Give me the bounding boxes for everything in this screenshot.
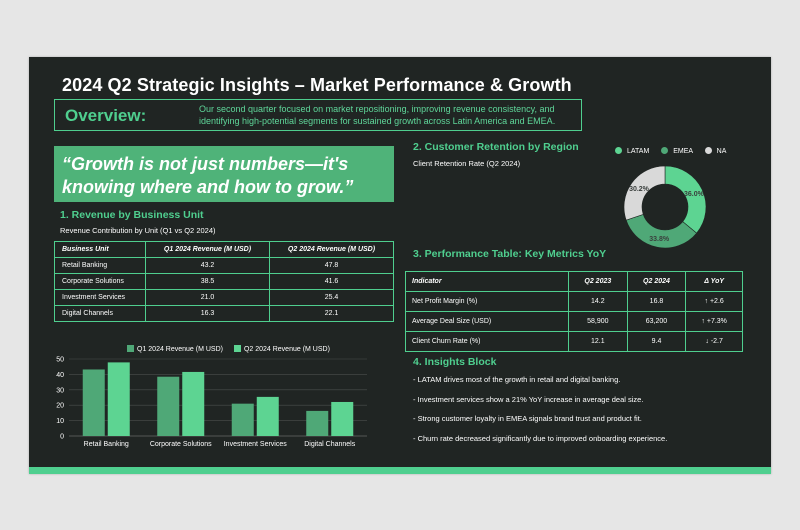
table-header-cell: Q2 2024 (627, 272, 686, 292)
table-cell: 25.4 (270, 290, 394, 306)
table-header-cell: Business Unit (55, 242, 146, 258)
legend-dot-na (705, 147, 712, 154)
table-cell: 14.2 (569, 292, 628, 312)
y-tick-label: 10 (56, 418, 64, 425)
page-title: 2024 Q2 Strategic Insights – Market Perf… (62, 75, 572, 96)
bar (182, 372, 204, 436)
x-tick-label: Digital Channels (304, 441, 355, 448)
bar (331, 402, 353, 436)
revenue-heading: 1. Revenue by Business Unit (60, 209, 204, 221)
list-item: - Strong customer loyalty in EMEA signal… (413, 414, 743, 434)
donut-legend: LATAM EMEA NA (615, 147, 726, 155)
insights-list: - LATAM drives most of the growth in ret… (413, 375, 743, 453)
y-tick-label: 40 (56, 372, 64, 379)
table-row: Digital Channels 16.3 22.1 (55, 306, 394, 322)
table-row: Average Deal Size (USD) 58,900 63,200 ↑ … (406, 312, 743, 332)
retention-subtitle: Client Retention Rate (Q2 2024) (413, 159, 520, 168)
table-cell: Retail Banking (55, 258, 146, 274)
bar-chart-svg: 0 10 20 30 40 50 Retail Banking Corporate Solut… (29, 339, 369, 454)
table-header-cell: Indicator (406, 272, 569, 292)
bar (306, 411, 328, 436)
list-item: - Investment services show a 21% YoY inc… (413, 395, 743, 415)
slice-value-label: 36.0% (684, 191, 705, 198)
table-cell: 43.2 (146, 258, 270, 274)
legend-dot-emea (661, 147, 668, 154)
table-cell: 63,200 (627, 312, 686, 332)
y-tick-label: 50 (56, 357, 64, 364)
table-cell: ↑ +7.3% (686, 312, 743, 332)
bar-chart-legend: Q1 2024 Revenue (M USD) Q2 2024 Revenue … (127, 345, 330, 353)
table-cell: 21.0 (146, 290, 270, 306)
slice-value-label: 33.8% (649, 236, 670, 243)
bar (108, 362, 130, 436)
retention-heading: 2. Customer Retention by Region (413, 141, 579, 153)
bar (157, 377, 179, 436)
performance-table: Indicator Q2 2023 Q2 2024 Δ YoY Net Prof… (405, 271, 743, 352)
table-cell: 47.8 (270, 258, 394, 274)
performance-heading: 3. Performance Table: Key Metrics YoY (413, 248, 606, 260)
overview-box: Overview: Our second quarter focused on … (54, 99, 582, 131)
table-cell: Digital Channels (55, 306, 146, 322)
table-row: Investment Services 21.0 25.4 (55, 290, 394, 306)
list-item: - LATAM drives most of the growth in ret… (413, 375, 743, 395)
table-cell: Investment Services (55, 290, 146, 306)
y-tick-label: 30 (56, 387, 64, 394)
donut-slice (665, 166, 706, 233)
table-header-cell: Q1 2024 Revenue (M USD) (146, 242, 270, 258)
legend-label-emea: EMEA (673, 148, 692, 155)
table-cell: ↓ -2.7 (686, 332, 743, 352)
legend-label-q1: Q1 2024 Revenue (M USD) (137, 346, 223, 353)
bottom-accent-bar (29, 467, 771, 474)
bar (257, 397, 279, 436)
table-header-cell: Q2 2024 Revenue (M USD) (270, 242, 394, 258)
x-tick-label: Investment Services (224, 441, 288, 448)
table-cell: 41.6 (270, 274, 394, 290)
slice-value-label: 30.2% (629, 186, 650, 193)
quote-banner: “Growth is not just numbers—it's knowing… (54, 146, 394, 202)
table-cell: 16.3 (146, 306, 270, 322)
table-header-row: Business Unit Q1 2024 Revenue (M USD) Q2… (55, 242, 394, 258)
table-cell: 58,900 (569, 312, 628, 332)
table-cell: 16.8 (627, 292, 686, 312)
table-row: Net Profit Margin (%) 14.2 16.8 ↑ +2.6 (406, 292, 743, 312)
table-cell: 9.4 (627, 332, 686, 352)
legend-label-na: NA (717, 148, 727, 155)
table-header-cell: Q2 2023 (569, 272, 628, 292)
bar (232, 404, 254, 436)
legend-swatch-q1 (127, 345, 134, 352)
table-cell: 38.5 (146, 274, 270, 290)
table-header-cell: Δ YoY (686, 272, 743, 292)
donut-slice (624, 166, 665, 220)
y-tick-label: 20 (56, 403, 64, 410)
revenue-subtitle: Revenue Contribution by Unit (Q1 vs Q2 2… (60, 226, 216, 235)
table-header-row: Indicator Q2 2023 Q2 2024 Δ YoY (406, 272, 743, 292)
revenue-table: Business Unit Q1 2024 Revenue (M USD) Q2… (54, 241, 394, 322)
legend-label-q2: Q2 2024 Revenue (M USD) (244, 346, 330, 353)
table-cell: Average Deal Size (USD) (406, 312, 569, 332)
revenue-bar-chart: Q1 2024 Revenue (M USD) Q2 2024 Revenue … (29, 339, 369, 454)
bar (83, 369, 105, 436)
overview-text: Our second quarter focused on market rep… (199, 103, 579, 127)
slide: 2024 Q2 Strategic Insights – Market Perf… (29, 57, 771, 474)
x-tick-label: Corporate Solutions (150, 441, 212, 448)
table-row: Client Churn Rate (%) 12.1 9.4 ↓ -2.7 (406, 332, 743, 352)
table-cell: 22.1 (270, 306, 394, 322)
table-cell: ↑ +2.6 (686, 292, 743, 312)
overview-label: Overview: (65, 106, 146, 126)
legend-label-latam: LATAM (627, 148, 649, 155)
list-item: - Churn rate decreased significantly due… (413, 434, 743, 454)
table-cell: Net Profit Margin (%) (406, 292, 569, 312)
legend-dot-latam (615, 147, 622, 154)
y-tick-label: 0 (60, 434, 64, 441)
table-row: Retail Banking 43.2 47.8 (55, 258, 394, 274)
table-cell: Corporate Solutions (55, 274, 146, 290)
table-cell: Client Churn Rate (%) (406, 332, 569, 352)
insights-heading: 4. Insights Block (413, 356, 496, 368)
x-tick-label: Retail Banking (84, 441, 129, 448)
retention-donut-chart: 36.0% 33.8% 30.2% (611, 157, 731, 257)
table-row: Corporate Solutions 38.5 41.6 (55, 274, 394, 290)
table-cell: 12.1 (569, 332, 628, 352)
legend-swatch-q2 (234, 345, 241, 352)
